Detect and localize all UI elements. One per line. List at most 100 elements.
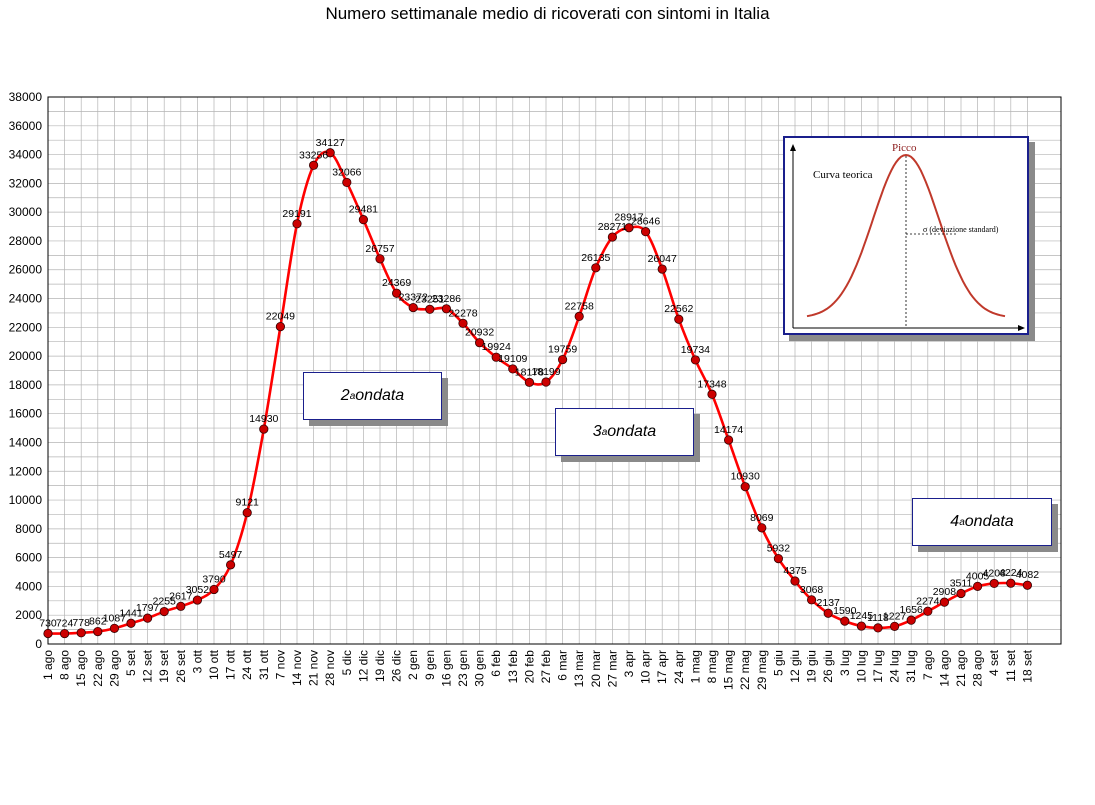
inset-curve-label: Curva teorica bbox=[813, 169, 873, 181]
x-tick-label: 2 gen bbox=[406, 650, 420, 680]
data-point bbox=[591, 263, 601, 273]
x-tick-label: 21 nov bbox=[307, 650, 321, 686]
data-label: 18178 bbox=[515, 366, 544, 378]
data-point bbox=[458, 318, 468, 328]
data-label: 2908 bbox=[933, 586, 957, 598]
data-label: 730 bbox=[39, 617, 57, 629]
data-label: 19109 bbox=[498, 353, 527, 365]
data-point bbox=[557, 354, 568, 365]
markers bbox=[43, 148, 1033, 639]
y-tick-label: 32000 bbox=[9, 176, 43, 190]
y-tick-label: 12000 bbox=[9, 464, 43, 478]
data-label: 1245 bbox=[850, 610, 874, 622]
data-point bbox=[491, 352, 501, 362]
x-tick-label: 29 ago bbox=[107, 650, 121, 687]
x-tick-label: 10 ott bbox=[207, 649, 221, 680]
data-point bbox=[192, 595, 202, 605]
wave-3-sup: a bbox=[601, 426, 608, 438]
x-tick-label: 15 mag bbox=[722, 650, 736, 690]
data-point bbox=[408, 302, 418, 313]
x-tick-label: 17 apr bbox=[655, 650, 669, 684]
data-label: 28917 bbox=[614, 212, 643, 224]
data-point bbox=[823, 608, 833, 618]
data-label: 1118 bbox=[867, 612, 889, 624]
x-tick-label: 20 mar bbox=[589, 650, 603, 687]
data-point bbox=[873, 623, 883, 633]
x-tick-label: 23 gen bbox=[456, 650, 470, 687]
x-tick-label: 13 mar bbox=[572, 650, 586, 687]
x-tick-label: 5 giu bbox=[771, 650, 785, 676]
data-label: 3511 bbox=[950, 577, 973, 589]
y-tick-label: 24000 bbox=[9, 292, 43, 306]
data-label: 29481 bbox=[349, 204, 378, 216]
y-tick-label: 36000 bbox=[9, 119, 43, 133]
data-label: 19924 bbox=[482, 341, 511, 353]
x-tick-label: 16 gen bbox=[439, 650, 453, 687]
data-label: 2617 bbox=[169, 590, 193, 602]
data-label: 23372 bbox=[399, 292, 428, 304]
inset-bell-curve bbox=[806, 153, 1006, 318]
data-point bbox=[574, 311, 584, 322]
wave-2-number: 2 bbox=[340, 387, 350, 404]
data-label: 3790 bbox=[202, 573, 226, 585]
y-tick-label: 38000 bbox=[9, 90, 43, 104]
y-tick-label: 34000 bbox=[9, 148, 43, 162]
x-tick-label: 26 set bbox=[174, 649, 188, 682]
x-tick-label: 7 nov bbox=[273, 650, 287, 679]
data-label: 22758 bbox=[565, 300, 594, 312]
data-point bbox=[624, 223, 634, 233]
x-tick-label: 26 dic bbox=[390, 650, 404, 682]
data-point bbox=[176, 601, 186, 611]
data-point bbox=[143, 613, 153, 623]
y-tick-label: 20000 bbox=[9, 349, 43, 363]
wave-4-number: 4 bbox=[950, 513, 960, 530]
data-label: 9121 bbox=[236, 497, 260, 509]
y-tick-label: 14000 bbox=[9, 435, 43, 449]
data-point bbox=[209, 584, 219, 595]
data-label: 1656 bbox=[900, 604, 924, 616]
data-point bbox=[607, 232, 618, 242]
data-point bbox=[856, 621, 867, 631]
x-tick-label: 15 ago bbox=[74, 650, 88, 687]
x-tick-label: 10 apr bbox=[639, 650, 653, 684]
x-tick-label: 26 giu bbox=[821, 650, 835, 683]
x-tick-label: 31 lug bbox=[904, 650, 918, 683]
chart-title: Numero settimanale medio di ricoverati c… bbox=[325, 4, 770, 23]
data-point bbox=[358, 215, 368, 225]
data-point bbox=[59, 628, 70, 639]
x-tick-label: 12 set bbox=[141, 649, 155, 682]
data-point bbox=[707, 389, 717, 399]
data-label: 22049 bbox=[266, 311, 295, 323]
wave-4-text: ondata bbox=[964, 513, 1014, 530]
data-label: 2137 bbox=[817, 597, 841, 609]
data-point bbox=[474, 338, 485, 348]
x-tick-label: 5 set bbox=[124, 649, 138, 676]
x-tick-label: 22 mag bbox=[738, 650, 752, 690]
data-label: 10930 bbox=[731, 471, 760, 483]
x-tick-label: 24 ott bbox=[240, 649, 254, 680]
y-tick-label: 30000 bbox=[9, 205, 43, 219]
x-tick-label: 1 mag bbox=[688, 650, 702, 683]
data-point bbox=[425, 304, 435, 314]
data-point bbox=[375, 254, 385, 264]
data-label: 14174 bbox=[714, 424, 743, 436]
plot-frame bbox=[47, 96, 1062, 645]
data-point bbox=[989, 578, 999, 589]
x-tick-label: 3 apr bbox=[622, 650, 636, 677]
data-label: 28271 bbox=[598, 221, 627, 233]
wave-4-sup: a bbox=[959, 516, 965, 528]
x-tick-label: 3 lug bbox=[838, 650, 852, 676]
y-tick-label: 0 bbox=[35, 637, 42, 651]
data-point bbox=[723, 435, 734, 445]
data-point bbox=[242, 508, 252, 518]
data-label: 24369 bbox=[382, 277, 411, 289]
x-tick-label: 10 lug bbox=[854, 650, 868, 683]
data-point bbox=[757, 523, 767, 533]
data-point bbox=[657, 264, 667, 274]
data-label: 14930 bbox=[249, 413, 278, 425]
x-axis: 1 ago 8 ago 15 ago 22 ago 29 ago 5 set 12 set 1… bbox=[41, 649, 1034, 690]
data-point bbox=[972, 581, 983, 591]
